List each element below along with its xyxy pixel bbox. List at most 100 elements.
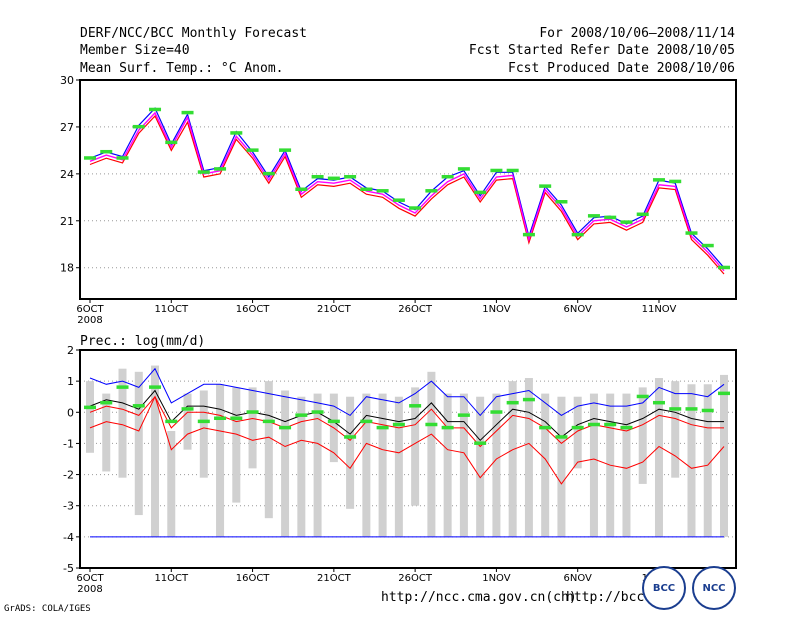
x-tick-year-label: 2008	[77, 315, 102, 326]
obs-marker	[116, 385, 129, 389]
y-tick-label: -4	[63, 531, 74, 544]
precip-variable-label: Prec.: log(mm/d)	[80, 334, 205, 349]
obs-marker	[214, 416, 227, 421]
spread-bar	[557, 396, 566, 537]
spread-bar	[346, 396, 355, 509]
y-tick-label: 27	[60, 121, 74, 134]
obs-marker	[555, 200, 568, 204]
spread-bar	[638, 387, 647, 484]
obs-marker	[181, 407, 194, 411]
obs-marker	[327, 176, 340, 181]
spread-bar	[216, 384, 225, 537]
spread-bar	[508, 381, 517, 537]
temperature-panel: 18 21 24 27 30 6OCT 11OCT 16OCT 21OCT 26OCT 1NOV 6N…	[60, 74, 737, 326]
bcc-url[interactable]: http://bcc.	[566, 590, 653, 605]
obs-marker	[327, 419, 340, 424]
obs-marker	[701, 243, 714, 248]
spread-bar	[394, 396, 403, 537]
spread-bar	[654, 378, 663, 537]
obs-marker	[652, 178, 665, 182]
obs-marker	[587, 422, 600, 427]
spread-bar	[427, 371, 436, 537]
spread-bar	[102, 393, 111, 472]
spread-bar	[524, 378, 533, 537]
y-tick-label: 18	[60, 262, 74, 275]
obs-marker	[311, 410, 324, 414]
mean-series-line	[89, 111, 725, 272]
lower-series-line	[89, 395, 725, 485]
forecast-period: For 2008/10/06—2008/11/14	[539, 26, 735, 41]
obs-marker	[506, 400, 519, 405]
spread-bar	[443, 393, 452, 537]
obs-marker	[620, 220, 633, 224]
obs-marker	[425, 422, 438, 427]
x-tick-label: 6NOV	[563, 573, 592, 584]
obs-marker	[555, 435, 568, 439]
spread-bar	[183, 393, 192, 450]
spread-bar	[134, 371, 143, 516]
y-tick-label: 30	[60, 74, 74, 87]
spread-bar	[573, 396, 582, 469]
spread-bar	[118, 368, 127, 478]
obs-marker	[441, 174, 454, 179]
obs-marker	[425, 189, 438, 193]
y-tick-label: 21	[60, 215, 74, 228]
obs-marker	[490, 410, 503, 414]
obs-marker	[636, 212, 649, 217]
obs-marker	[230, 416, 243, 421]
obs-marker	[620, 425, 633, 430]
obs-marker	[490, 168, 503, 173]
obs-marker	[132, 124, 145, 129]
x-tick-label: 16OCT	[236, 304, 271, 315]
x-tick-label: 1NOV	[482, 304, 511, 315]
spread-bar	[297, 396, 306, 537]
obs-marker	[84, 405, 96, 410]
spread-bar	[248, 387, 257, 469]
spread-bar	[281, 390, 290, 537]
member-size: Member Size=40	[80, 43, 190, 58]
obs-marker	[197, 170, 210, 174]
obs-marker	[149, 107, 162, 112]
y-tick-label: 2	[67, 344, 74, 357]
plot-frame	[79, 349, 737, 569]
obs-marker	[506, 168, 519, 173]
x-tick-year-label: 2008	[77, 584, 102, 595]
y-tick-label: 0	[67, 406, 74, 419]
x-tick-label: 6OCT	[76, 573, 104, 584]
temp-variable-label: Mean Surf. Temp.: °C Anom.	[80, 61, 284, 76]
obs-marker	[246, 410, 259, 414]
obs-marker	[441, 425, 454, 430]
spread-bar	[541, 393, 550, 537]
obs-marker	[84, 156, 96, 160]
obs-marker	[262, 419, 275, 424]
spread-bar	[622, 393, 631, 537]
x-tick-label: 11NOV	[642, 304, 677, 315]
obs-marker	[279, 148, 292, 152]
obs-marker	[522, 397, 535, 402]
obs-marker	[100, 400, 113, 405]
ncc-url[interactable]: http://ncc.cma.gov.cn(ch)	[381, 590, 577, 605]
obs-marker	[295, 413, 308, 417]
obs-marker	[360, 187, 373, 191]
obs-marker	[571, 232, 584, 237]
spread-bar	[720, 374, 728, 537]
obs-marker	[685, 407, 698, 411]
y-tick-label: 24	[60, 168, 74, 181]
obs-marker	[181, 110, 194, 115]
spread-bar	[362, 393, 371, 537]
x-tick-label: 26OCT	[398, 304, 433, 315]
spread-bar	[86, 381, 94, 453]
spread-bar	[411, 387, 420, 506]
obs-marker	[718, 391, 730, 396]
obs-marker	[701, 408, 714, 413]
forecast-produced-date: Fcst Produced Date 2008/10/06	[508, 61, 735, 76]
obs-marker	[409, 206, 422, 210]
obs-marker	[669, 179, 682, 184]
y-tick-label: 1	[67, 375, 74, 388]
spread-bar	[151, 365, 160, 537]
mean-series-line	[89, 389, 724, 442]
figure-title: DERF/NCC/BCC Monthly Forecast	[80, 26, 307, 41]
obs-marker	[474, 190, 487, 195]
y-tick-label: -3	[63, 500, 74, 513]
